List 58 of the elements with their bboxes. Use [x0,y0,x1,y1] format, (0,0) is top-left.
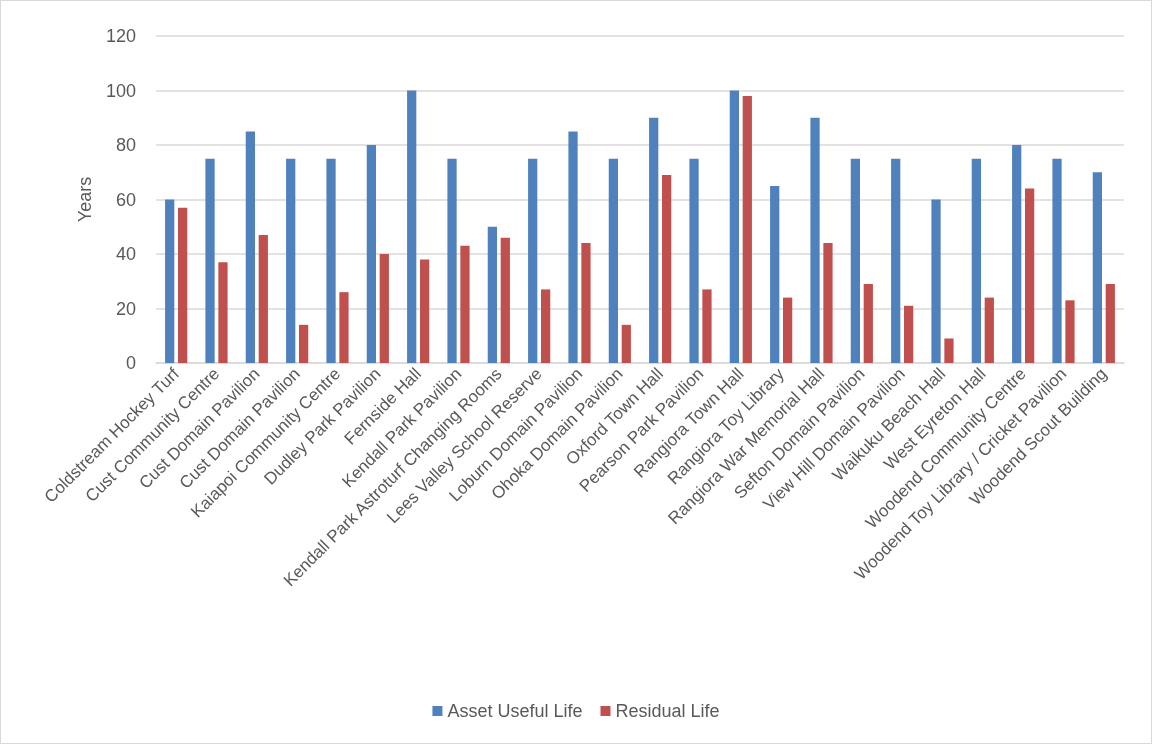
bar [931,199,941,363]
bar [770,185,780,363]
bar [299,324,309,363]
bar [891,158,901,363]
bar [379,254,389,363]
bar [366,145,376,363]
legend-label: Asset Useful Life [447,701,583,721]
y-tick-label: 60 [115,189,136,210]
bar [420,259,430,363]
bar [447,158,457,363]
y-tick-label: 40 [115,244,136,264]
bar [729,90,739,363]
y-tick-label: 0 [125,353,136,373]
bar [971,158,981,363]
bar [621,324,631,363]
legend-label: Residual Life [615,701,720,721]
bar [487,226,497,363]
bar [286,158,296,363]
y-tick-label: 80 [115,135,136,155]
bar [1025,188,1035,363]
bar [944,338,954,363]
bar [649,117,659,363]
bar [1065,300,1075,363]
bar [165,199,175,363]
bar [258,234,268,363]
bar [689,158,699,363]
bar [810,117,820,363]
bar [662,174,672,363]
bar [823,243,833,363]
bar [850,158,860,363]
bar [178,207,188,363]
bar [1092,172,1102,363]
bar [326,158,336,363]
bar [783,297,793,363]
y-axis-title: Years [75,176,95,223]
bar [742,95,752,363]
bar [568,131,578,363]
bar [581,243,591,363]
bar [245,131,255,363]
bar [541,289,551,363]
y-tick-label: 20 [115,298,136,319]
bar [205,158,215,363]
bar [460,245,470,363]
bar [339,292,349,363]
bar [1105,283,1115,363]
bar [702,289,712,363]
bar [608,158,618,363]
bar [904,305,914,363]
bar [407,90,417,363]
bar [984,297,994,363]
bar [528,158,538,363]
bar [500,237,510,363]
bar [218,262,228,363]
y-tick-label: 100 [105,80,136,101]
y-tick-label: 120 [105,26,136,46]
bar [1012,145,1022,363]
bar [1052,158,1062,363]
bar [863,283,873,363]
